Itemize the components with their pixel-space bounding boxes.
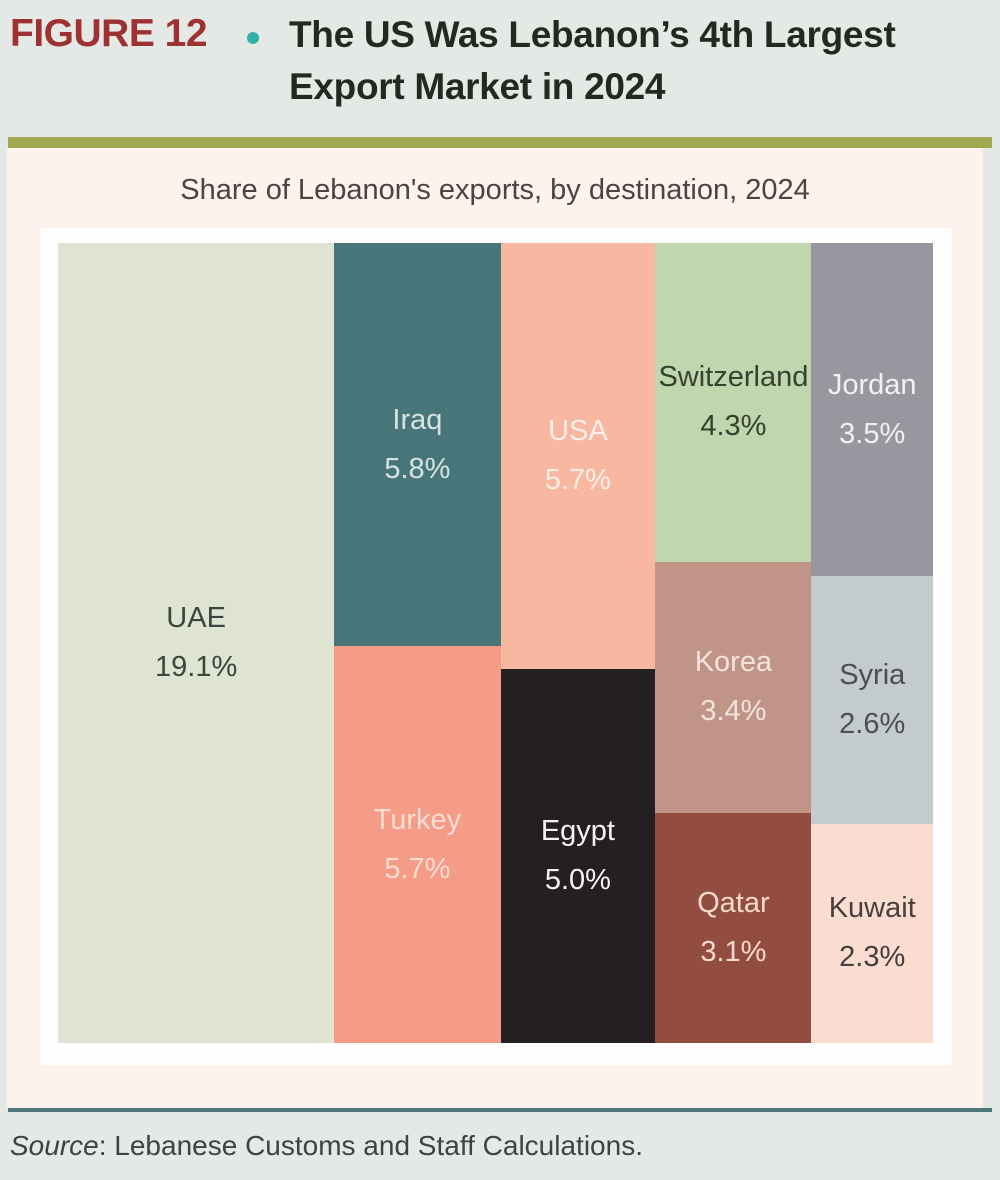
treemap-cell-label: UAE <box>166 602 226 634</box>
treemap-cell-egypt: Egypt 5.0% <box>500 669 656 1043</box>
treemap-cell-value: 5.8% <box>384 452 451 485</box>
treemap-column: Iraq 5.8% Turkey 5.7% <box>334 243 501 1043</box>
treemap-cell-value: 3.1% <box>700 936 767 969</box>
treemap-cell-value: 19.1% <box>155 651 238 683</box>
treemap-cell-value: 2.6% <box>839 708 906 741</box>
figure-label: FIGURE 12 <box>10 12 208 55</box>
source-line: Source: Lebanese Customs and Staff Calcu… <box>10 1130 990 1162</box>
figure-bullet-icon <box>247 32 259 44</box>
treemap-cell-syria: Syria 2.6% <box>811 576 933 824</box>
treemap-cell-value: 4.3% <box>700 410 767 443</box>
treemap-cell-value: 5.7% <box>384 852 451 885</box>
bottom-divider-rule <box>8 1108 992 1112</box>
treemap: UAE 19.1% Iraq 5.8% Turkey 5.7% USA 5.7% Egypt 5.… <box>58 243 933 1043</box>
treemap-cell-jordan: Jordan 3.5% <box>811 243 933 577</box>
treemap-cell-label: Jordan <box>827 368 917 401</box>
treemap-column: UAE 19.1% <box>58 243 335 1043</box>
treemap-column: USA 5.7% Egypt 5.0% <box>500 243 656 1043</box>
treemap-cell-value: 3.4% <box>700 695 767 728</box>
treemap-column: Jordan 3.5% Syria 2.6% Kuwait 2.3% <box>811 243 933 1043</box>
chart-title: Share of Lebanon's exports, by destinati… <box>180 174 810 206</box>
chart-panel: Share of Lebanon's exports, by destinati… <box>7 148 983 1108</box>
source-label: Source <box>10 1130 99 1161</box>
treemap-cell-label: Egypt <box>540 815 615 848</box>
treemap-cell-label: Kuwait <box>828 892 916 925</box>
treemap-cell-switzerland: Switzerland 4.3% <box>655 243 812 562</box>
treemap-cell-usa: USA 5.7% <box>500 243 656 670</box>
treemap-cell-label: Iraq <box>392 403 443 436</box>
top-divider-rule <box>8 137 992 148</box>
treemap-cell-iraq: Iraq 5.8% <box>334 243 501 647</box>
source-text: : Lebanese Customs and Staff Calculation… <box>98 1130 643 1161</box>
treemap-cell-korea: Korea 3.4% <box>655 561 812 814</box>
treemap-cell-label: Syria <box>839 659 906 692</box>
treemap-cell-uae: UAE 19.1% <box>58 243 335 1043</box>
treemap-cell-value: 5.0% <box>544 864 611 897</box>
treemap-cell-label: USA <box>548 415 608 448</box>
treemap-cell-label: Turkey <box>373 803 462 836</box>
treemap-cell-turkey: Turkey 5.7% <box>334 646 501 1043</box>
treemap-cell-value: 3.5% <box>839 417 906 450</box>
treemap-cell-label: Korea <box>694 646 773 679</box>
treemap-cell-label: Switzerland <box>658 361 809 394</box>
treemap-cell-kuwait: Kuwait 2.3% <box>811 823 933 1043</box>
treemap-cell-value: 2.3% <box>839 941 906 974</box>
figure-title: The US Was Lebanon’s 4th Largest Export … <box>289 14 896 107</box>
treemap-column: Switzerland 4.3% Korea 3.4% Qatar 3.1% <box>655 243 812 1043</box>
treemap-panel: UAE 19.1% Iraq 5.8% Turkey 5.7% USA 5.7% Egypt 5.… <box>40 228 952 1065</box>
treemap-cell-label: Qatar <box>697 887 770 920</box>
treemap-cell-qatar: Qatar 3.1% <box>655 813 812 1043</box>
treemap-cell-value: 5.7% <box>544 464 611 497</box>
